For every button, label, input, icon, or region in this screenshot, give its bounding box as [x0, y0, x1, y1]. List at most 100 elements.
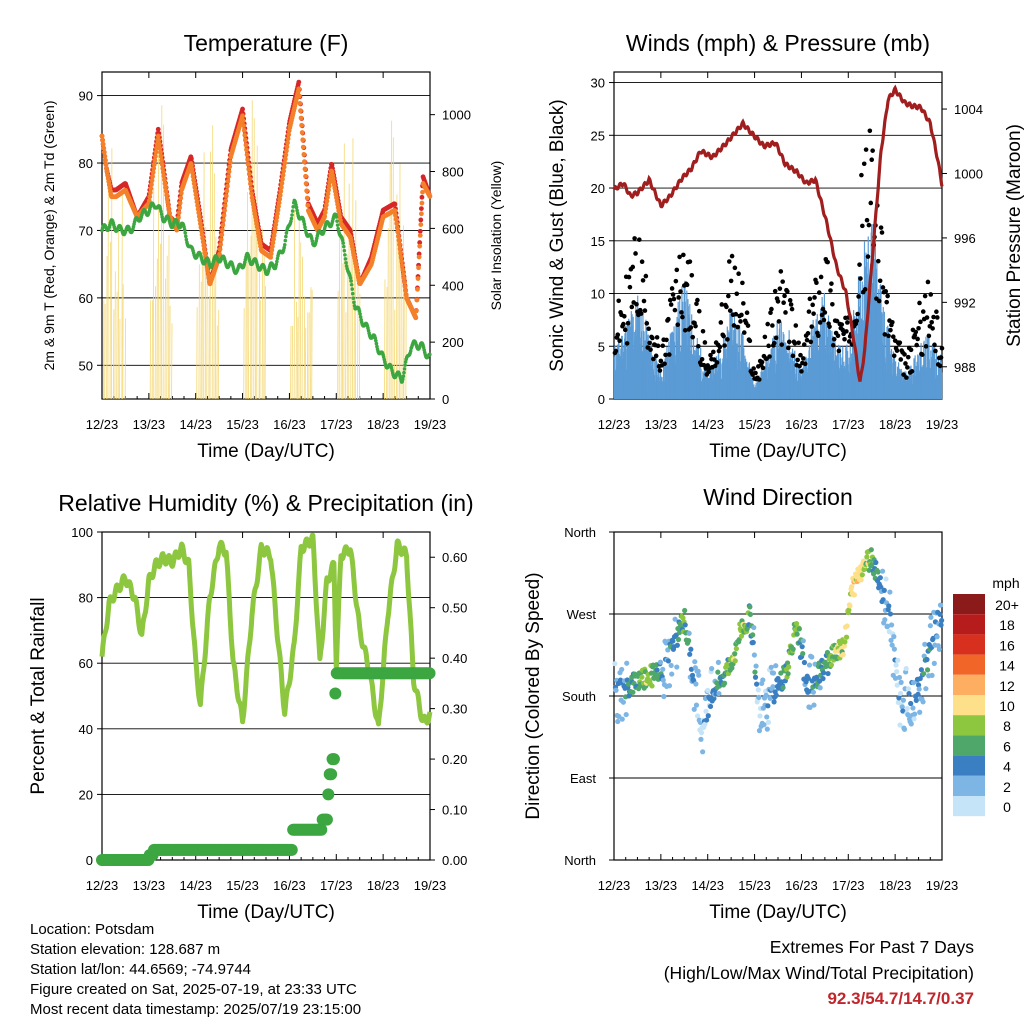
data-point [198, 224, 204, 230]
gust-point [629, 304, 635, 310]
gust-point [777, 286, 783, 291]
y-right-tick-label: 0.60 [442, 550, 467, 565]
data-point [418, 222, 424, 228]
legend-swatch [953, 695, 985, 716]
data-point [245, 157, 251, 162]
direction-point [733, 646, 739, 652]
direction-point [820, 676, 826, 682]
gust-point [660, 343, 666, 349]
pressure-line [612, 84, 944, 382]
gust-point [666, 352, 672, 357]
data-point [285, 136, 291, 142]
gust-point [625, 320, 631, 326]
data-point [413, 315, 419, 321]
data-point [241, 127, 247, 133]
data-point [191, 177, 197, 183]
direction-point [763, 692, 769, 698]
y-right-tick-label: 0.40 [442, 651, 467, 666]
data-point [100, 137, 105, 143]
gust-point [682, 328, 688, 333]
gust-point [914, 342, 919, 348]
data-point [147, 190, 153, 196]
data-point [284, 144, 290, 150]
y-right-tick-label: 988 [954, 360, 976, 375]
gust-point [716, 348, 722, 354]
direction-point [868, 547, 874, 553]
series-1 [99, 86, 433, 321]
direction-point [810, 689, 817, 695]
data-point [156, 141, 162, 147]
direction-point [756, 728, 763, 734]
direction-point [891, 634, 897, 640]
x-tick-label: 12/23 [598, 417, 631, 432]
direction-point [843, 634, 850, 640]
legend-swatch [953, 775, 985, 796]
data-point [392, 208, 398, 214]
gust-point [778, 269, 784, 274]
gust-point [699, 357, 705, 362]
data-point [155, 133, 161, 139]
data-point [294, 202, 298, 207]
direction-point [619, 666, 625, 673]
data-point [176, 210, 182, 216]
direction-point [675, 636, 682, 643]
precip-point [322, 788, 335, 801]
data-point [192, 188, 198, 194]
direction-point [900, 697, 906, 703]
direction-point [695, 668, 701, 674]
gust-point [829, 281, 834, 286]
data-point [164, 192, 170, 198]
data-point [374, 338, 378, 343]
data-point [152, 157, 158, 163]
data-point [269, 244, 275, 249]
gust-point [779, 342, 785, 347]
data-point [159, 212, 164, 216]
extremes-values: 92.3/54.7/14.7/0.37 [827, 989, 974, 1008]
data-point [157, 145, 163, 151]
data-point [269, 247, 275, 253]
x-tick-label: 18/23 [367, 878, 400, 893]
data-point [322, 210, 328, 215]
x-tick-label: 14/23 [691, 878, 724, 893]
gust-point [839, 322, 845, 327]
direction-point [887, 589, 893, 595]
data-point [222, 203, 228, 209]
gust-point [925, 279, 931, 285]
gust-series [612, 128, 945, 382]
data-point [348, 276, 353, 280]
data-point [184, 237, 189, 242]
direction-point [870, 571, 877, 577]
direction-point [806, 662, 813, 668]
data-point [160, 169, 166, 175]
direction-point [915, 691, 921, 697]
direction-point [880, 597, 886, 603]
chart-title: Relative Humidity (%) & Precipitation (i… [58, 490, 473, 516]
direction-point [694, 713, 701, 719]
direction-point [881, 587, 887, 593]
gust-point [624, 341, 630, 346]
y-right-tick-label: 0.00 [442, 853, 467, 868]
direction-point [693, 702, 700, 708]
direction-point [894, 682, 900, 688]
gust-point [802, 361, 808, 367]
data-point [183, 231, 188, 235]
gust-point [827, 324, 832, 329]
data-point [165, 203, 171, 209]
data-point [198, 221, 203, 227]
data-point [416, 265, 421, 271]
y-tick-label: 20 [79, 787, 93, 802]
gust-point [817, 320, 823, 325]
data-point [102, 157, 108, 163]
data-point [310, 239, 315, 243]
data-point [280, 172, 286, 178]
y-right-tick-label: 1000 [954, 166, 983, 181]
direction-point [674, 664, 680, 670]
y-tick-label: 60 [79, 291, 93, 306]
precip-point [423, 667, 436, 680]
gust-point [735, 324, 741, 330]
data-point [279, 180, 285, 186]
y-right-tick-label: 400 [442, 278, 464, 293]
extremes-panel: Extremes For Past 7 Days (High/Low/Max W… [664, 934, 974, 1012]
data-point [420, 189, 425, 195]
data-point [177, 205, 182, 211]
